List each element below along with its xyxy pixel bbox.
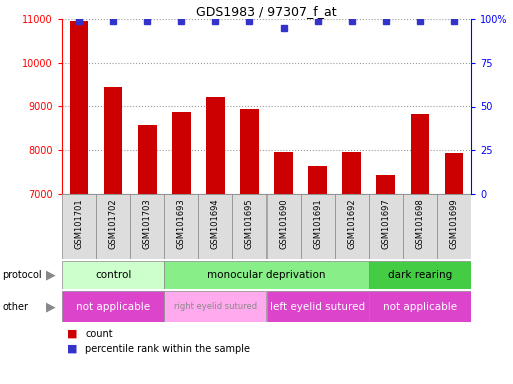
Bar: [172, 112, 191, 194]
Text: GSM101690: GSM101690: [279, 199, 288, 249]
Text: GSM101701: GSM101701: [74, 199, 84, 249]
Text: not applicable: not applicable: [76, 301, 150, 311]
Bar: [410, 114, 429, 194]
Text: GSM101692: GSM101692: [347, 199, 356, 249]
Text: GSM101697: GSM101697: [381, 199, 390, 249]
Bar: [369, 261, 471, 289]
Text: GSM101698: GSM101698: [416, 199, 424, 249]
Text: ▶: ▶: [46, 268, 56, 281]
Bar: [274, 152, 293, 194]
Bar: [266, 194, 301, 259]
Bar: [266, 291, 369, 322]
Text: GSM101694: GSM101694: [211, 199, 220, 249]
Bar: [308, 166, 327, 194]
Bar: [369, 291, 471, 322]
Bar: [62, 194, 96, 259]
Bar: [138, 125, 156, 194]
Bar: [104, 87, 123, 194]
Text: GSM101703: GSM101703: [143, 199, 152, 249]
Bar: [240, 109, 259, 194]
Bar: [403, 194, 437, 259]
Bar: [96, 194, 130, 259]
Text: ■: ■: [67, 344, 77, 354]
Text: right eyelid sutured: right eyelid sutured: [174, 302, 257, 311]
Text: protocol: protocol: [3, 270, 42, 280]
Text: ▶: ▶: [46, 300, 56, 313]
Bar: [445, 153, 463, 194]
Text: dark rearing: dark rearing: [388, 270, 452, 280]
Text: monocular deprivation: monocular deprivation: [207, 270, 326, 280]
Bar: [206, 97, 225, 194]
Bar: [62, 261, 164, 289]
Text: GSM101699: GSM101699: [449, 199, 459, 249]
Title: GDS1983 / 97307_f_at: GDS1983 / 97307_f_at: [196, 5, 337, 18]
Bar: [232, 194, 266, 259]
Bar: [369, 194, 403, 259]
Bar: [199, 194, 232, 259]
Text: GSM101691: GSM101691: [313, 199, 322, 249]
Bar: [70, 21, 88, 194]
Bar: [377, 175, 395, 194]
Text: control: control: [95, 270, 131, 280]
Text: GSM101693: GSM101693: [177, 199, 186, 249]
Text: left eyelid sutured: left eyelid sutured: [270, 301, 365, 311]
Text: GSM101695: GSM101695: [245, 199, 254, 249]
Bar: [130, 194, 164, 259]
Bar: [164, 194, 199, 259]
Bar: [334, 194, 369, 259]
Text: ■: ■: [67, 329, 77, 339]
Bar: [437, 194, 471, 259]
Bar: [164, 261, 369, 289]
Text: other: other: [3, 301, 29, 311]
Bar: [301, 194, 334, 259]
Bar: [62, 291, 164, 322]
Text: GSM101702: GSM101702: [109, 199, 117, 249]
Bar: [342, 152, 361, 194]
Text: count: count: [85, 329, 113, 339]
Bar: [164, 291, 266, 322]
Text: not applicable: not applicable: [383, 301, 457, 311]
Text: percentile rank within the sample: percentile rank within the sample: [85, 344, 250, 354]
